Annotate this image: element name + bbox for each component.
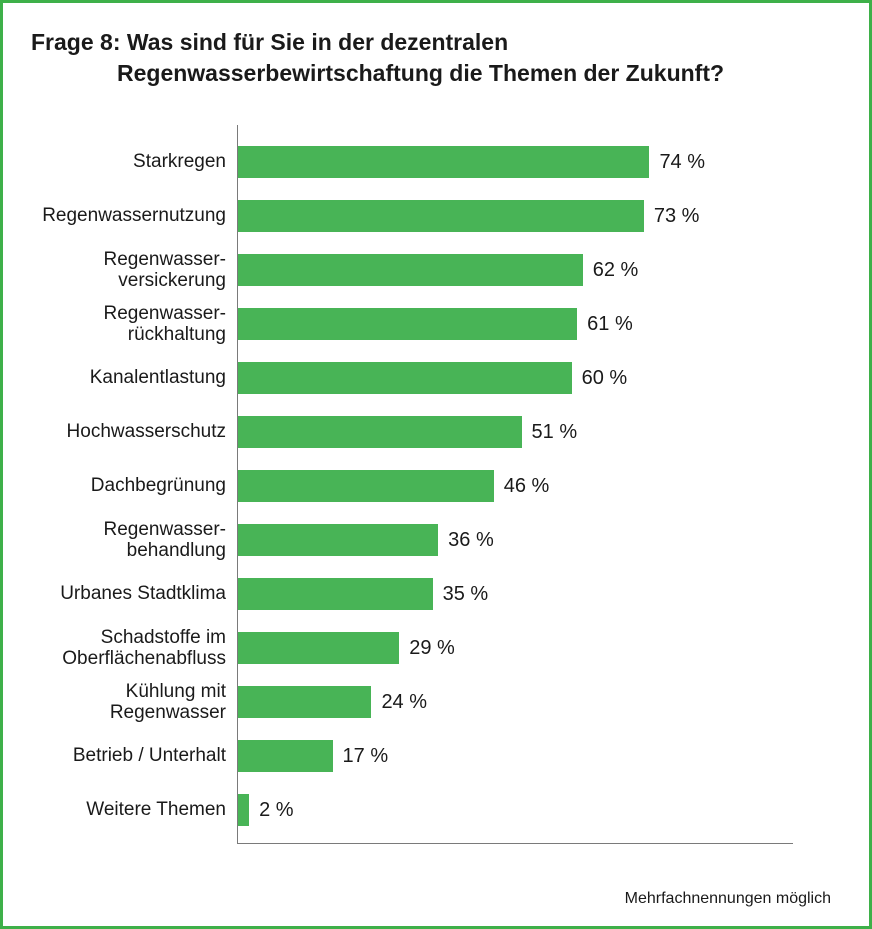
bar <box>238 416 522 448</box>
bar-value: 17 % <box>343 745 389 768</box>
bar <box>238 362 572 394</box>
bar-value: 61 % <box>587 313 633 336</box>
bar-value: 35 % <box>443 583 489 606</box>
bar-label: Regenwasser- versickerung <box>26 249 226 292</box>
bar-row: Kühlung mit Regenwasser24 % <box>238 675 793 729</box>
chart-footnote: Mehrfachnennungen möglich <box>625 890 831 908</box>
bar-row: Dachbegrünung46 % <box>238 459 793 513</box>
bar-row: Regenwasser- rückhaltung61 % <box>238 297 793 351</box>
bar <box>238 200 644 232</box>
plot-area: Starkregen74 %Regenwassernutzung73 %Rege… <box>237 125 793 844</box>
bar <box>238 686 371 718</box>
bar-row: Betrieb / Unterhalt17 % <box>238 729 793 783</box>
bar-row: Hochwasserschutz51 % <box>238 405 793 459</box>
bar <box>238 740 333 772</box>
chart-frame: Frage 8: Was sind für Sie in der dezentr… <box>0 0 872 929</box>
bar-label: Betrieb / Unterhalt <box>26 745 226 766</box>
bar-row: Regenwasser- behandlung36 % <box>238 513 793 567</box>
bar-label: Dachbegrünung <box>26 475 226 496</box>
bar-value: 62 % <box>593 259 639 282</box>
bar <box>238 524 438 556</box>
bar-label: Kühlung mit Regenwasser <box>26 681 226 724</box>
bar-row: Kanalentlastung60 % <box>238 351 793 405</box>
bar-row: Schadstoffe im Oberflächenabfluss29 % <box>238 621 793 675</box>
bar-value: 29 % <box>409 637 455 660</box>
bar-label: Hochwasserschutz <box>26 421 226 442</box>
chart-area: Starkregen74 %Regenwassernutzung73 %Rege… <box>31 125 841 844</box>
bar-row: Urbanes Stadtklima35 % <box>238 567 793 621</box>
bar-row: Starkregen74 % <box>238 135 793 189</box>
bar-label: Schadstoffe im Oberflächenabfluss <box>26 627 226 670</box>
bar-row: Weitere Themen2 % <box>238 783 793 837</box>
bar-label: Regenwassernutzung <box>26 205 226 226</box>
bar <box>238 578 433 610</box>
bar-label: Kanalentlastung <box>26 367 226 388</box>
chart-title: Frage 8: Was sind für Sie in der dezentr… <box>31 27 841 89</box>
chart-title-line1: Frage 8: Was sind für Sie in der dezentr… <box>31 27 841 58</box>
bar <box>238 254 583 286</box>
bar <box>238 632 399 664</box>
bar-row: Regenwassernutzung73 % <box>238 189 793 243</box>
bar-label: Urbanes Stadtklima <box>26 583 226 604</box>
bar-value: 2 % <box>259 799 293 822</box>
bar-value: 73 % <box>654 205 700 228</box>
bar-value: 51 % <box>532 421 578 444</box>
bar-label: Regenwasser- behandlung <box>26 519 226 562</box>
bar-value: 46 % <box>504 475 550 498</box>
bar-row: Regenwasser- versickerung62 % <box>238 243 793 297</box>
bar-label: Regenwasser- rückhaltung <box>26 303 226 346</box>
chart-title-line2: Regenwasserbewirtschaftung die Themen de… <box>31 58 841 89</box>
bar-value: 74 % <box>659 151 705 174</box>
bar <box>238 308 577 340</box>
bar-label: Starkregen <box>26 151 226 172</box>
bar-value: 24 % <box>381 691 427 714</box>
bar-value: 36 % <box>448 529 494 552</box>
bar <box>238 146 649 178</box>
bar <box>238 794 249 826</box>
bar-label: Weitere Themen <box>26 799 226 820</box>
bar <box>238 470 494 502</box>
bar-value: 60 % <box>582 367 628 390</box>
